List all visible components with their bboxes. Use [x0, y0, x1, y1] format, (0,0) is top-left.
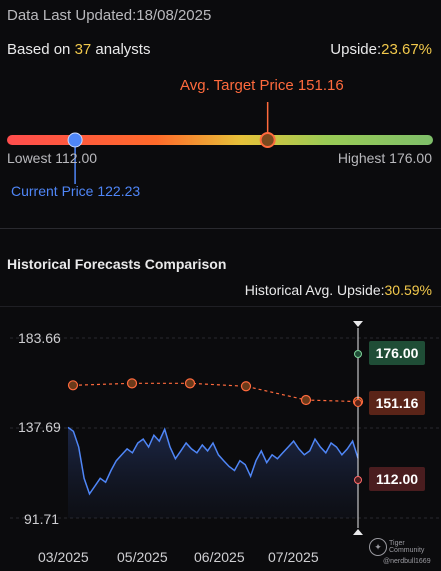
x-tick-label: 06/2025 — [194, 549, 245, 565]
forecast-chart — [10, 321, 441, 535]
avg-target-label: Avg. Target Price 151.16 — [180, 77, 344, 94]
upside-label: Upside: — [330, 41, 382, 58]
gauge-bar — [7, 135, 433, 145]
lowest-line: Lowest 112.00 — [7, 150, 97, 166]
analyst-suffix: analysts — [95, 41, 151, 58]
low-target-badge: 112.00 — [369, 467, 425, 491]
avg-target-value: 151.16 — [297, 77, 344, 94]
upside-line: Upside:23.67% — [330, 41, 432, 58]
high-target-marker — [354, 350, 362, 358]
current-price-marker — [67, 132, 83, 148]
current-price-value: 122.23 — [97, 183, 141, 199]
lowest-label: Lowest — [7, 150, 52, 166]
x-tick-label: 05/2025 — [117, 549, 168, 565]
y-tick-label: 91.71 — [24, 511, 60, 527]
cursor-top-handle — [353, 321, 363, 327]
based-on-prefix: Based on — [7, 41, 71, 58]
upside-value: 23.67% — [381, 41, 432, 58]
avg-target-point — [126, 378, 138, 389]
highest-value: 176.00 — [389, 150, 432, 166]
low-target-marker — [354, 476, 362, 484]
watermark-brand: Tiger Community — [389, 540, 425, 554]
current-price-line: Current Price 122.23 — [11, 183, 140, 199]
based-on-line: Based on 37 analysts — [7, 41, 150, 58]
cursor-bottom-handle — [353, 529, 363, 535]
section-divider — [0, 228, 441, 229]
historical-upside-label: Historical Avg. Upside: — [244, 282, 385, 298]
avg-target-text: Avg. Target Price — [180, 77, 294, 94]
updated-line: Data Last Updated:18/08/2025 — [7, 7, 211, 24]
lowest-value: 112.00 — [55, 150, 98, 166]
avg-target-point — [67, 380, 79, 391]
avg-target-point — [184, 378, 196, 389]
highest-line: Highest 176.00 — [338, 150, 432, 166]
avg-target-point — [300, 394, 312, 406]
updated-label: Data Last Updated: — [7, 7, 137, 24]
x-tick-label: 03/2025 — [38, 549, 89, 565]
updated-date: 18/08/2025 — [136, 7, 212, 24]
y-tick-label: 137.69 — [18, 419, 61, 435]
high-target-badge: 176.00 — [369, 341, 425, 365]
target-gauge — [7, 102, 433, 184]
analyst-count: 37 — [74, 41, 92, 58]
avg-target-marker — [259, 132, 276, 148]
x-tick-label: 07/2025 — [268, 549, 319, 565]
chart-top-divider — [0, 306, 441, 307]
avg-target-marker — [354, 399, 362, 407]
current-price-label: Current Price — [11, 183, 94, 199]
tiger-logo-icon: ✦ — [369, 538, 387, 556]
price-line — [67, 426, 359, 496]
avg-target-point — [240, 381, 252, 392]
avg-target-line — [72, 382, 359, 403]
avg-target-badge: 151.16 — [369, 391, 425, 415]
watermark-user: @nerdbull1669 — [383, 558, 431, 565]
historical-upside-line: Historical Avg. Upside:30.59% — [245, 282, 432, 298]
y-tick-label: 183.66 — [18, 330, 61, 346]
section-title: Historical Forecasts Comparison — [7, 256, 227, 272]
highest-label: Highest — [337, 150, 386, 166]
historical-upside-value: 30.59% — [384, 282, 432, 298]
